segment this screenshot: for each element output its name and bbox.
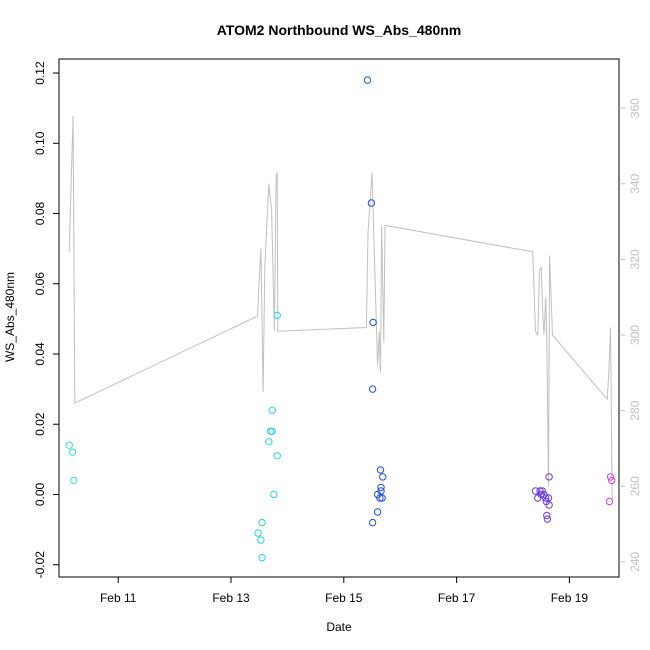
data-point — [376, 466, 385, 474]
data-point — [273, 452, 281, 460]
data-point — [363, 76, 372, 84]
data-point — [537, 490, 545, 499]
y-tick-label: 0.00 — [33, 482, 47, 506]
data-point — [265, 438, 273, 446]
data-point — [538, 487, 546, 495]
y2-tick-label: 340 — [628, 173, 642, 193]
y-axis-left: -0.02 0.00 0.02 0.04 0.06 0.08 0.10 0.12 — [33, 61, 59, 578]
secondary-line-layer — [68, 115, 613, 502]
data-point — [257, 536, 265, 544]
y2-tick-label: 360 — [628, 98, 642, 118]
y-tick-label: 0.06 — [33, 272, 47, 296]
data-point — [270, 490, 278, 499]
data-point — [605, 497, 614, 506]
data-point — [368, 385, 377, 393]
data-point — [544, 494, 553, 502]
data-point — [542, 494, 550, 502]
y-tick-label: 0.12 — [33, 61, 47, 85]
data-point — [258, 554, 266, 562]
y-tick-label: 0.08 — [33, 202, 47, 226]
y-tick-label: 0.02 — [33, 412, 47, 436]
x-tick-label: Feb 13 — [212, 591, 250, 605]
data-point — [606, 473, 615, 481]
y-tick-label: 0.04 — [33, 342, 47, 366]
data-point — [367, 199, 376, 207]
data-point — [377, 483, 385, 492]
data-point — [377, 487, 385, 495]
data-point — [368, 518, 377, 527]
y2-tick-label: 300 — [628, 325, 642, 345]
y2-tick-label: 280 — [628, 400, 642, 420]
y-tick-label: 0.10 — [33, 131, 47, 155]
data-point — [540, 490, 548, 499]
x-tick-label: Feb 19 — [551, 591, 589, 605]
data-point — [254, 529, 262, 537]
y2-tick-label: 320 — [628, 249, 642, 269]
points-layer — [65, 76, 616, 562]
y-axis-label: WS_Abs_480nm — [3, 272, 17, 362]
plot-frame — [58, 58, 620, 578]
y-axis-right: 240 260 280 300 320 340 360 — [619, 98, 642, 572]
data-point — [373, 508, 382, 516]
x-axis-label: Date — [326, 620, 352, 634]
data-point — [543, 511, 551, 520]
data-point — [608, 476, 616, 485]
secondary-series-line — [68, 115, 613, 502]
data-point — [378, 494, 386, 502]
x-tick-label: Feb 17 — [438, 591, 476, 605]
y2-tick-label: 260 — [628, 476, 642, 496]
data-point — [268, 406, 276, 414]
y-tick-label: -0.02 — [33, 551, 47, 579]
data-point — [369, 318, 377, 327]
data-point — [268, 427, 276, 435]
x-tick-label: Feb 11 — [100, 591, 137, 605]
data-point — [70, 476, 78, 485]
data-point — [258, 518, 266, 527]
x-axis: Feb 11 Feb 13 Feb 15 Feb 17 Feb 19 — [100, 577, 588, 605]
data-point — [543, 515, 552, 523]
data-point — [379, 473, 387, 481]
y2-tick-label: 240 — [628, 552, 642, 572]
data-point — [273, 311, 281, 320]
data-point — [545, 501, 553, 509]
data-point — [376, 494, 384, 502]
x-tick-label: Feb 15 — [325, 591, 363, 605]
chart-title: ATOM2 Northbound WS_Abs_480nm — [217, 22, 462, 38]
data-point — [65, 441, 73, 449]
data-point — [545, 473, 553, 481]
data-point — [68, 448, 77, 456]
